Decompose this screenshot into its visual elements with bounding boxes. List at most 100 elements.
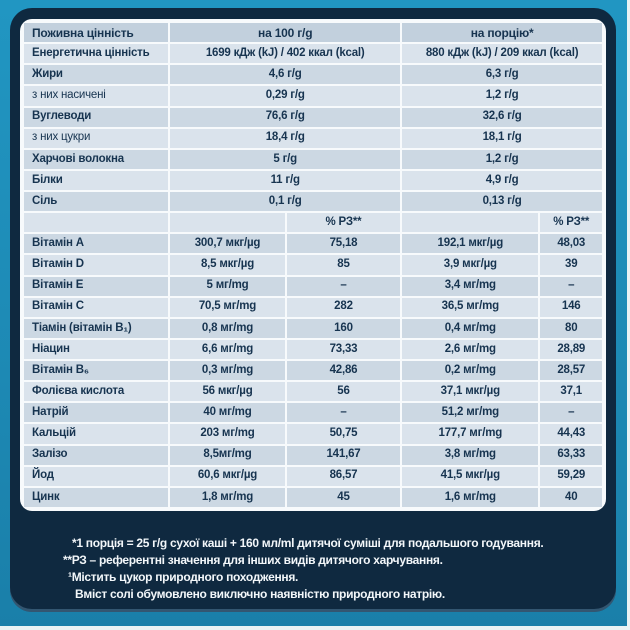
value-per-portion: 36,5 мг/mg <box>402 297 539 317</box>
nutrient-name: Вітамін В₆ <box>24 361 169 381</box>
nutrient-name: Цинк <box>24 487 169 507</box>
header-per-portion: на порцію* <box>402 23 602 43</box>
rda-per-portion: 28,57 <box>540 361 602 381</box>
nutrient-name: Білки <box>24 170 169 190</box>
nutrient-name: Залізо <box>24 445 169 465</box>
nutrient-name: Вуглеводи <box>24 107 169 127</box>
footnote-line: ¹Містить цукор природного походження. <box>68 570 299 584</box>
rda-header-spacer <box>402 213 539 233</box>
rda-per-portion: 146 <box>540 297 602 317</box>
nutrient-row: Жири 4,6 г/g 6,3 г/g <box>24 65 602 85</box>
rda-per-100g: 160 <box>286 318 401 338</box>
rda-header-100g: % РЗ** <box>286 213 401 233</box>
rda-per-100g: 282 <box>286 297 401 317</box>
rda-per-portion: 63,33 <box>540 445 602 465</box>
value-per-portion: 0,2 мг/mg <box>402 361 539 381</box>
value-per-100g: 0,3 мг/mg <box>170 361 285 381</box>
nutrient-name: з них цукри <box>24 128 169 148</box>
value-per-portion: 3,8 мг/mg <box>402 445 539 465</box>
value-per-100g: 0,29 г/g <box>170 86 401 106</box>
rda-per-portion: – <box>540 276 602 296</box>
value-per-100g: 1,8 мг/mg <box>170 487 285 507</box>
vitamin-row: Фолієва кислота 56 мкг/µg 56 37,1 мкг/µg 37,… <box>24 382 602 402</box>
value-per-100g: 4,6 г/g <box>170 65 401 85</box>
rda-per-portion: 80 <box>540 318 602 338</box>
value-per-portion: 51,2 мг/mg <box>402 403 539 423</box>
vitamin-row: Цинк 1,8 мг/mg 45 1,6 мг/mg 40 <box>24 487 602 507</box>
rda-per-100g: 50,75 <box>286 424 401 444</box>
nutrient-name: Енергетична цінність <box>24 44 169 64</box>
nutrient-name: Кальцій <box>24 424 169 444</box>
rda-per-100g: – <box>286 276 401 296</box>
header-per-100g: на 100 г/g <box>170 23 401 43</box>
rda-per-100g: 86,57 <box>286 466 401 486</box>
rda-per-100g: 85 <box>286 255 401 275</box>
nutrient-row: Харчові волокна 5 г/g 1,2 г/g <box>24 149 602 169</box>
value-per-100g: 11 г/g <box>170 170 401 190</box>
value-per-100g: 8,5мг/mg <box>170 445 285 465</box>
value-per-portion: 1,6 мг/mg <box>402 487 539 507</box>
value-per-100g: 76,6 г/g <box>170 107 401 127</box>
rda-header-spacer <box>24 213 169 233</box>
vitamin-row: Вітамін A 300,7 мкг/µg 75,18 192,1 мкг/µg 48… <box>24 234 602 254</box>
value-per-portion: 1,2 г/g <box>402 149 602 169</box>
nutrient-name: Вітамін D <box>24 255 169 275</box>
rda-per-portion: – <box>540 403 602 423</box>
nutrient-row: з них цукри 18,4 г/g 18,1 г/g <box>24 128 602 148</box>
vitamin-row: Кальцій 203 мг/mg 50,75 177,7 мг/mg 44,43 <box>24 424 602 444</box>
value-per-100g: 8,5 мкг/µg <box>170 255 285 275</box>
vitamin-row: Тіамін (вітамін В₁) 0,8 мг/mg 160 0,4 мг/mg… <box>24 318 602 338</box>
nutrient-row: Енергетична цінність 1699 кДж (kJ) / 402 … <box>24 44 602 64</box>
value-per-portion: 3,9 мкг/µg <box>402 255 539 275</box>
nutrient-name: Йод <box>24 466 169 486</box>
rda-per-portion: 48,03 <box>540 234 602 254</box>
rda-header-row: % РЗ** % РЗ** <box>24 213 602 233</box>
value-per-portion: 2,6 мг/mg <box>402 339 539 359</box>
value-per-100g: 300,7 мкг/µg <box>170 234 285 254</box>
value-per-portion: 177,7 мг/mg <box>402 424 539 444</box>
nutrient-name: Сіль <box>24 192 169 212</box>
footnote-line: *1 порція = 25 г/g сухої каші + 160 мл/m… <box>72 536 544 550</box>
rda-per-100g: 45 <box>286 487 401 507</box>
value-per-portion: 0,4 мг/mg <box>402 318 539 338</box>
value-per-100g: 0,1 г/g <box>170 192 401 212</box>
value-per-100g: 40 мг/mg <box>170 403 285 423</box>
rda-per-100g: 73,33 <box>286 339 401 359</box>
vitamin-row: Натрій 40 мг/mg –51,2 мг/mg – <box>24 403 602 423</box>
value-per-100g: 5 мг/mg <box>170 276 285 296</box>
value-per-100g: 60,6 мкг/µg <box>170 466 285 486</box>
value-per-portion: 6,3 г/g <box>402 65 602 85</box>
value-per-portion: 32,6 г/g <box>402 107 602 127</box>
nutrient-name: Тіамін (вітамін В₁) <box>24 318 169 338</box>
rda-header-spacer <box>170 213 285 233</box>
vitamin-row: Вітамін В₆ 0,3 мг/mg 42,86 0,2 мг/mg 28,57 <box>24 361 602 381</box>
rda-per-portion: 59,29 <box>540 466 602 486</box>
value-per-100g: 18,4 г/g <box>170 128 401 148</box>
value-per-portion: 192,1 мкг/µg <box>402 234 539 254</box>
header-nutrition-label: Поживна цінність <box>24 23 169 43</box>
rda-header-portion: % РЗ** <box>540 213 602 233</box>
nutrient-row: Сіль 0,1 г/g 0,13 г/g <box>24 192 602 212</box>
nutrient-row: з них насичені 0,29 г/g 1,2 г/g <box>24 86 602 106</box>
rda-per-portion: 44,43 <box>540 424 602 444</box>
vitamin-row: Ніацин 6,6 мг/mg 73,33 2,6 мг/mg 28,89 <box>24 339 602 359</box>
rda-per-portion: 28,89 <box>540 339 602 359</box>
nutrition-table: Поживна цінність на 100 г/g на порцію* Е… <box>22 21 604 509</box>
nutrient-row: Вуглеводи 76,6 г/g 32,6 г/g <box>24 107 602 127</box>
vitamin-row: Вітамін D 8,5 мкг/µg 85 3,9 мкг/µg 39 <box>24 255 602 275</box>
footnote-line: Вміст солі обумовлено виключно наявністю… <box>75 587 445 601</box>
rda-per-100g: 56 <box>286 382 401 402</box>
rda-per-100g: 141,67 <box>286 445 401 465</box>
nutrient-row: Білки 11 г/g 4,9 г/g <box>24 170 602 190</box>
nutrient-name: Вітамін E <box>24 276 169 296</box>
value-per-portion: 0,13 г/g <box>402 192 602 212</box>
nutrition-panel: Поживна цінність на 100 г/g на порцію* Е… <box>10 8 616 612</box>
value-per-100g: 0,8 мг/mg <box>170 318 285 338</box>
nutrient-name: Харчові волокна <box>24 149 169 169</box>
vitamin-row: Йод 60,6 мкг/µg 86,57 41,5 мкг/µg 59,29 <box>24 466 602 486</box>
nutrition-table-box: Поживна цінність на 100 г/g на порцію* Е… <box>20 19 606 511</box>
value-per-portion: 880 кДж (kJ) / 209 ккал (kcal) <box>402 44 602 64</box>
nutrient-name: Ніацин <box>24 339 169 359</box>
nutrient-name: Фолієва кислота <box>24 382 169 402</box>
